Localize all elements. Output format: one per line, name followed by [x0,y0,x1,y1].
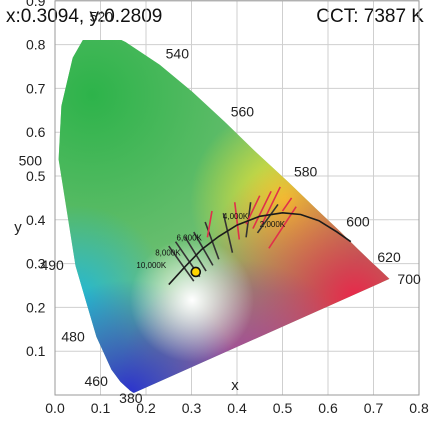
wavelength-label-520: 520 [90,9,114,25]
x-tick-label: 0.3 [182,400,202,416]
isotherm-line [281,197,293,212]
y-tick-label: 0.1 [26,343,46,359]
x-tick-label: 0.7 [364,400,384,416]
x-tick-label: 0.8 [409,400,429,416]
y-tick-label: 0.9 [26,0,46,9]
wavelength-label-700: 700 [397,271,421,287]
wavelength-label-460: 460 [85,373,109,389]
isotherm-line [168,245,195,282]
x-tick-label: 0.5 [273,400,293,416]
isotherm-line [222,213,234,253]
y-tick-label: 0.3 [26,256,46,272]
wavelength-label-490: 490 [40,257,64,273]
y-tick-label: 0.8 [26,37,46,53]
wavelength-label-620: 620 [377,249,401,265]
cct-label: 10,000K [136,261,166,270]
x-tick-label: 0.6 [318,400,338,416]
isotherm-line [206,210,213,238]
y-axis-label: y [14,219,22,236]
y-tick-label: 0.5 [26,168,46,184]
measured-point-marker [190,266,202,278]
axis-tick-labels: 0.0 0.1 0.2 0.3 0.4 0.5 0.6 0.7 0.8 0.1 0.2 0.3 0.4 0… [26,0,429,416]
isotherm-line [183,236,207,272]
wavelength-label-580: 580 [294,164,318,180]
x-tick-label: 0.0 [45,400,65,416]
x-tick-label: 0.1 [91,400,111,416]
cct-label: 6,000K [177,234,203,243]
wavelength-label-560: 560 [231,104,255,120]
wavelength-label-600: 600 [346,214,370,230]
wavelength-labels: 380 460 480 490 500 520 540 560 580 600 620 700 [19,9,421,406]
x-axis-label: x [231,377,239,394]
color-temperature-labels: 10,000K 8,000K 6,000K 4,000K 2,000K [136,212,285,270]
y-tick-label: 0.2 [26,299,46,315]
measured-point-layer [190,266,202,278]
isotherm-line [256,204,279,234]
wavelength-label-540: 540 [166,46,190,62]
cct-readout: CCT: 7387 K [316,6,424,27]
wavelength-label-500: 500 [19,152,43,168]
x-tick-label: 0.4 [227,400,247,416]
cct-label: 8,000K [155,248,181,257]
y-tick-label: 0.4 [26,212,46,228]
cct-label: 4,000K [223,212,249,221]
planckian-locus-curve [168,211,352,286]
isotherm-line [245,195,261,225]
y-tick-label: 0.6 [26,124,46,140]
xy-coordinate-readout: x:0.3094, y:0.2809 [6,6,163,27]
wavelength-label-480: 480 [61,329,85,345]
cct-label: 2,000K [260,220,286,229]
isotherm-line [233,202,241,240]
wavelength-label-380: 380 [119,390,143,406]
y-tick-label: 0.7 [26,80,46,96]
x-tick-label: 0.2 [136,400,156,416]
planckian-locus [168,211,352,286]
plot-frame [54,0,420,396]
isotherm-line [252,190,272,229]
isotherm-line [261,186,281,225]
